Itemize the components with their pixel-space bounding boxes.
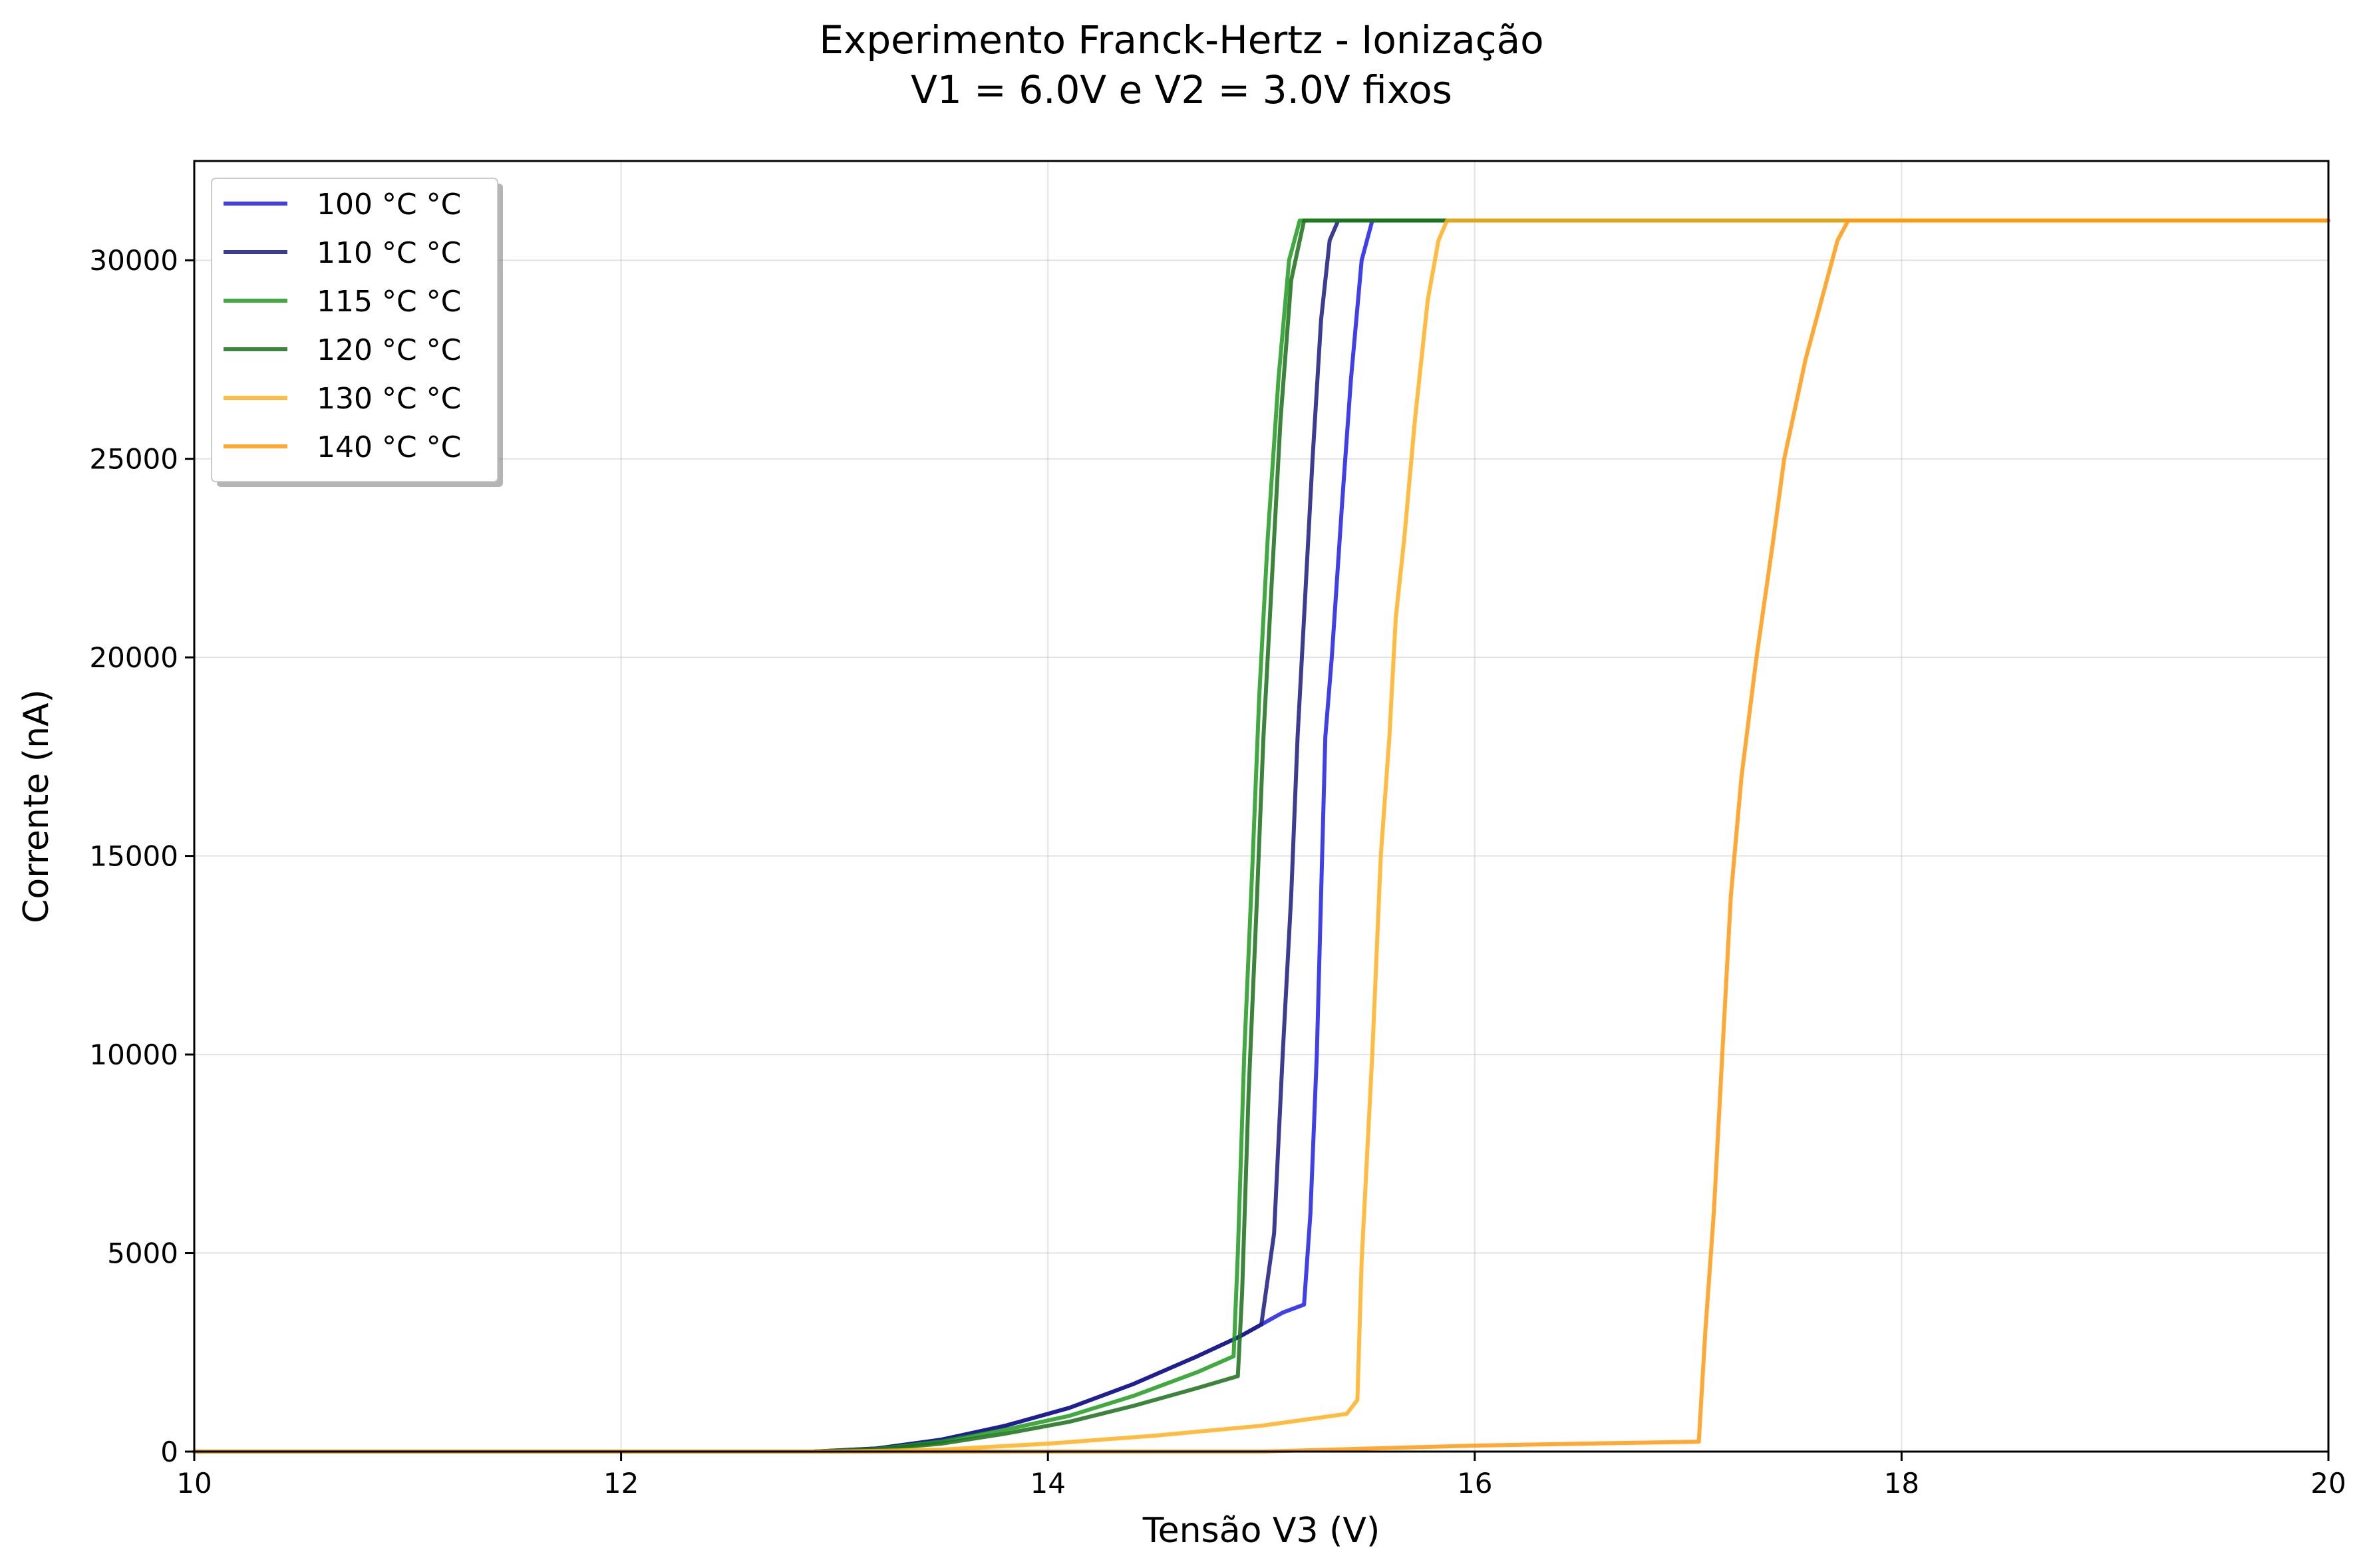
y-tick-label: 15000 xyxy=(89,840,178,873)
series-layer xyxy=(192,218,2330,1454)
y-tick-label: 25000 xyxy=(89,443,178,476)
legend-label: 140 °C °C xyxy=(317,430,461,464)
series-line-6 xyxy=(192,218,2330,1454)
series-line-5 xyxy=(192,218,2330,1454)
legend-label: 100 °C °C xyxy=(317,188,461,222)
y-tick-label: 30000 xyxy=(89,244,178,277)
x-axis-label: Tensão V3 (V) xyxy=(1142,1511,1380,1551)
x-ticks: 10 12 14 16 18 20 xyxy=(176,1452,2346,1499)
legend-label: 115 °C °C xyxy=(317,285,461,319)
chart-subtitle: V1 = 6.0V e V2 = 3.0V fixos xyxy=(911,67,1452,112)
y-tick-label: 10000 xyxy=(89,1038,178,1071)
series-line-4 xyxy=(192,218,2330,1454)
x-tick-label: 18 xyxy=(1884,1467,1919,1499)
x-tick-label: 16 xyxy=(1457,1467,1492,1499)
y-tick-label: 20000 xyxy=(89,641,178,674)
legend-label: 110 °C °C xyxy=(317,236,461,270)
chart-title: Experimento Franck-Hertz - Ionização xyxy=(819,17,1543,63)
x-tick-label: 20 xyxy=(2310,1467,2346,1499)
plot-frame xyxy=(193,160,2330,1453)
series-line-2 xyxy=(192,218,2330,1454)
legend-label: 130 °C °C xyxy=(317,382,461,416)
x-tick-label: 14 xyxy=(1030,1467,1065,1499)
y-axis-label: Corrente (nA) xyxy=(17,689,57,923)
y-ticks: 0 5000 10000 15000 20000 25000 30000 xyxy=(89,244,194,1468)
x-tick-label: 10 xyxy=(176,1467,212,1499)
legend-items: 100 °C °C 110 °C °C 115 °C °C 120 °C °C 130 … xyxy=(224,188,461,464)
legend: 100 °C °C 110 °C °C 115 °C °C 120 °C °C 130 … xyxy=(211,178,503,487)
y-tick-label: 5000 xyxy=(107,1237,178,1270)
x-tick-label: 12 xyxy=(603,1467,639,1499)
legend-label: 120 °C °C xyxy=(317,333,461,367)
y-tick-label: 0 xyxy=(160,1436,178,1468)
